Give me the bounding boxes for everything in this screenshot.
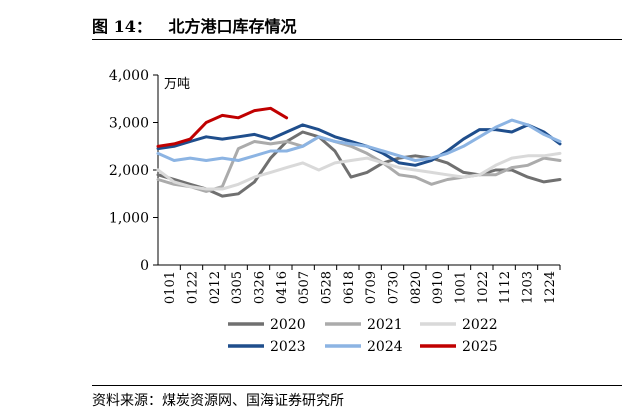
line-chart: 0 1,000 2,000 3,000 4,000 万吨 0101 0122 0212 0305 0… — [109, 68, 562, 355]
legend-label-2023: 2023 — [270, 339, 306, 355]
y-tick-label: 4,000 — [109, 68, 149, 84]
x-tick-label: 0730 — [387, 271, 402, 304]
x-tick-label: 1001 — [454, 271, 469, 304]
x-tick-label: 0416 — [275, 271, 290, 304]
source-divider — [92, 385, 622, 386]
y-tick-label: 1,000 — [109, 211, 149, 227]
legend-label-2020: 2020 — [270, 317, 306, 333]
figure-title: 图 14： 北方港口库存情况 — [92, 17, 297, 36]
x-tick-label: 1112 — [498, 271, 513, 304]
x-tick-label: 0305 — [230, 271, 245, 304]
legend-label-2021: 2021 — [367, 317, 403, 333]
x-tick-label: 0507 — [297, 271, 312, 304]
x-tick-label: 1203 — [521, 271, 536, 304]
y-unit-label: 万吨 — [164, 77, 190, 92]
legend-label-2022: 2022 — [462, 317, 498, 333]
x-tick-label: 0326 — [253, 271, 268, 304]
y-tick-label: 3,000 — [109, 116, 149, 132]
chart-legend: 2020 2021 2022 2023 2024 2025 — [228, 317, 498, 355]
legend-label-2024: 2024 — [367, 339, 403, 355]
x-tick-label: 0212 — [208, 271, 223, 304]
x-tick-label: 0709 — [364, 271, 379, 304]
series-line-2024 — [156, 118, 562, 162]
legend-label-2025: 2025 — [462, 339, 498, 355]
x-tick-label: 0618 — [342, 271, 357, 304]
chart-axes: 0 1,000 2,000 3,000 4,000 万吨 0101 0122 0212 0305 0… — [109, 68, 561, 304]
x-tick-label: 0528 — [320, 271, 335, 304]
figure-source: 资料来源：煤炭资源网、国海证券研究所 — [92, 393, 344, 409]
x-tick-label: 1022 — [476, 271, 491, 304]
x-tick-label: 0820 — [409, 271, 424, 304]
x-tick-label: 0122 — [186, 271, 201, 304]
series-line-2025 — [156, 106, 289, 148]
chart-plot-area — [156, 106, 562, 198]
y-tick-label: 2,000 — [109, 163, 149, 179]
series-line-2022 — [156, 151, 562, 191]
x-tick-label: 0910 — [431, 271, 446, 304]
title-bar: 图 14： 北方港口库存情况 — [92, 0, 622, 40]
y-tick-label: 0 — [140, 258, 149, 274]
x-tick-label: 0101 — [163, 271, 178, 304]
series-line-2020 — [156, 130, 562, 198]
series-line-2021 — [156, 135, 562, 193]
x-tick-label: 1224 — [543, 271, 558, 304]
